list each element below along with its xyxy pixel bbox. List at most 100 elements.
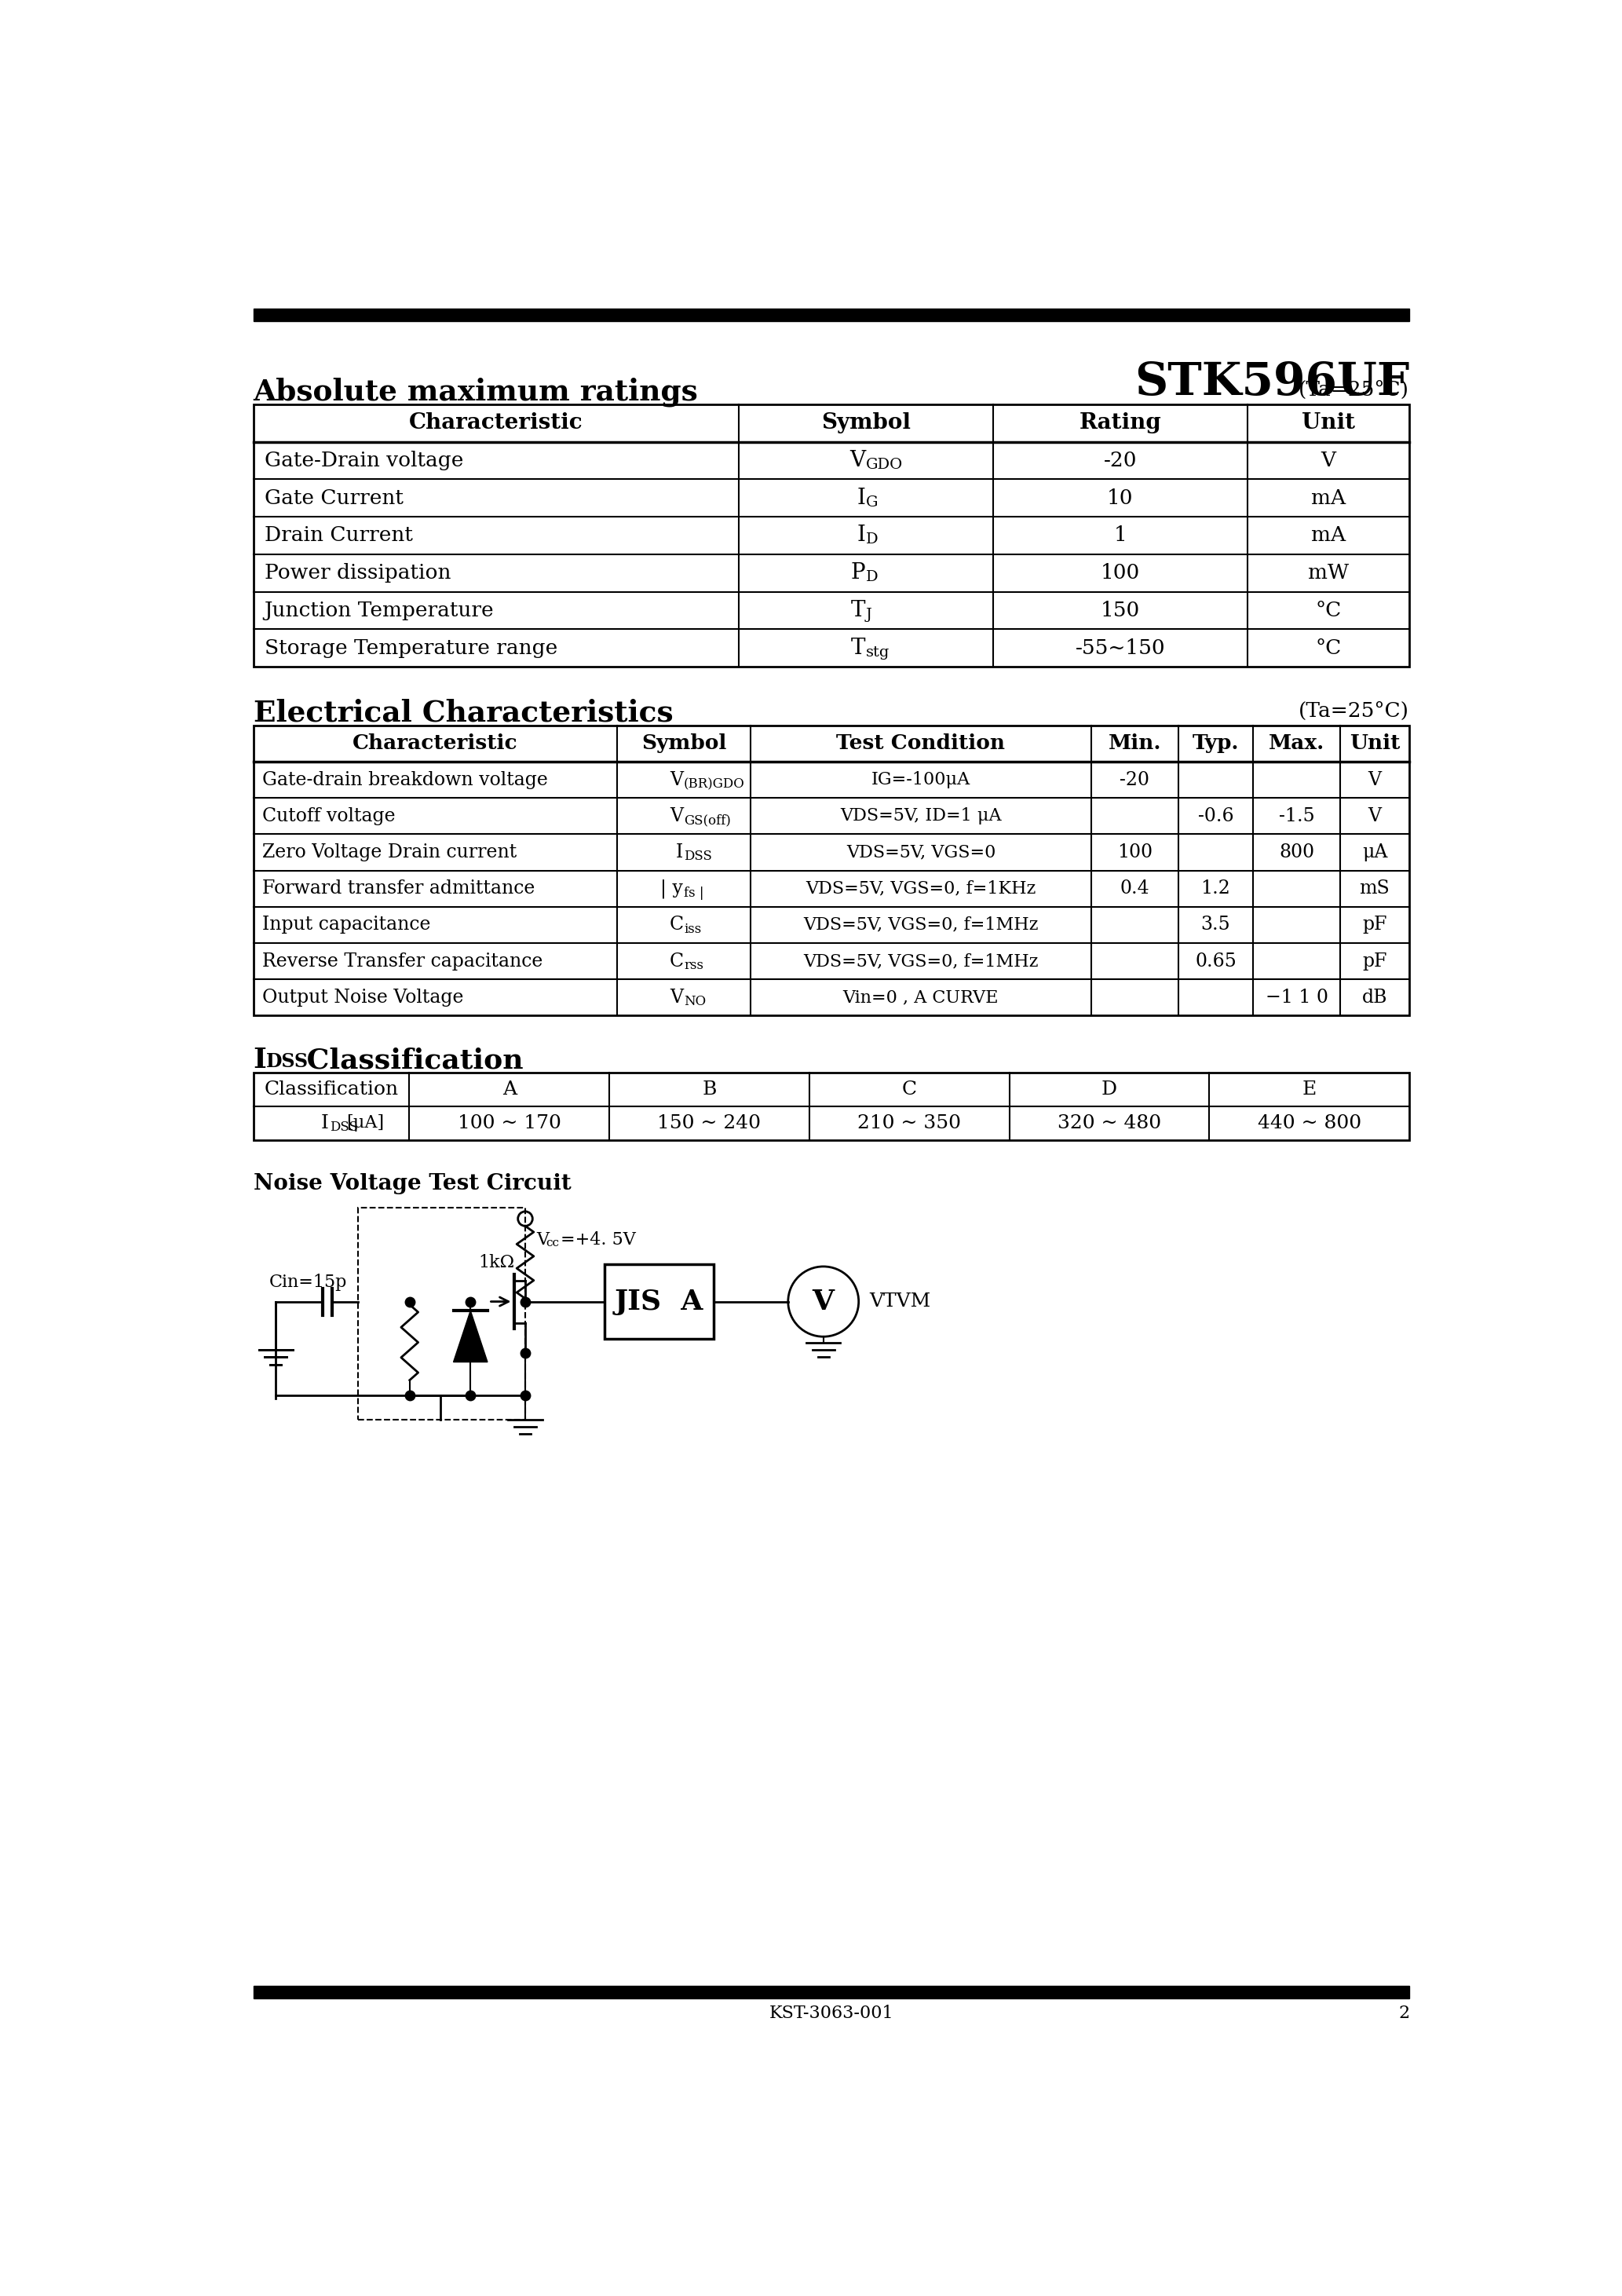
Text: I: I xyxy=(676,843,683,861)
Text: P: P xyxy=(850,563,866,583)
Text: VDS=5V, ID=1 μA: VDS=5V, ID=1 μA xyxy=(840,808,1001,824)
Text: T: T xyxy=(852,599,866,622)
Text: 0.65: 0.65 xyxy=(1195,953,1236,971)
Text: Min.: Min. xyxy=(1108,735,1161,753)
Text: 100: 100 xyxy=(1101,563,1140,583)
Text: Gate-Drain voltage: Gate-Drain voltage xyxy=(264,450,464,471)
Text: pF: pF xyxy=(1362,953,1387,971)
Text: fs |: fs | xyxy=(684,886,704,900)
Text: C: C xyxy=(668,916,683,934)
Text: G: G xyxy=(866,496,878,510)
Text: I: I xyxy=(253,1047,266,1075)
Text: I: I xyxy=(321,1114,328,1132)
Text: V: V xyxy=(1367,806,1382,824)
Text: rss: rss xyxy=(684,960,704,971)
Text: Classification: Classification xyxy=(297,1047,524,1075)
Bar xyxy=(253,1986,1410,1998)
Text: mW: mW xyxy=(1307,563,1350,583)
Text: 800: 800 xyxy=(1278,843,1314,861)
Text: B: B xyxy=(702,1081,717,1097)
Text: Noise Voltage Test Circuit: Noise Voltage Test Circuit xyxy=(253,1173,571,1194)
Text: 3.5: 3.5 xyxy=(1200,916,1231,934)
Text: A: A xyxy=(503,1081,516,1097)
Text: DSS: DSS xyxy=(266,1052,308,1070)
Text: Max.: Max. xyxy=(1268,735,1325,753)
Text: V: V xyxy=(670,806,683,824)
Text: Unit: Unit xyxy=(1302,413,1354,434)
Text: V: V xyxy=(850,450,866,471)
Text: -0.6: -0.6 xyxy=(1197,806,1234,824)
Text: °C: °C xyxy=(1315,602,1341,620)
Text: Output Noise Voltage: Output Noise Voltage xyxy=(263,987,464,1006)
Text: 150: 150 xyxy=(1101,602,1140,620)
Text: Classification: Classification xyxy=(264,1081,399,1097)
Text: Electrical Characteristics: Electrical Characteristics xyxy=(253,698,673,728)
Text: −1 1 0: −1 1 0 xyxy=(1265,987,1328,1006)
Text: | y: | y xyxy=(660,879,683,898)
Text: 1: 1 xyxy=(1114,526,1127,546)
Text: 440 ~ 800: 440 ~ 800 xyxy=(1257,1114,1361,1132)
Text: =+4. 5V: =+4. 5V xyxy=(561,1231,636,1249)
Text: Symbol: Symbol xyxy=(641,735,727,753)
Text: V: V xyxy=(1367,771,1382,790)
Text: Typ.: Typ. xyxy=(1192,735,1239,753)
Text: VDS=5V, VGS=0, f=1MHz: VDS=5V, VGS=0, f=1MHz xyxy=(803,916,1038,934)
Text: Drain Current: Drain Current xyxy=(264,526,412,546)
Text: STK596UF: STK596UF xyxy=(1134,360,1410,404)
Text: VDS=5V, VGS=0, f=1KHz: VDS=5V, VGS=0, f=1KHz xyxy=(806,879,1036,898)
Text: Gate-drain breakdown voltage: Gate-drain breakdown voltage xyxy=(263,771,548,790)
Text: °C: °C xyxy=(1315,638,1341,657)
Text: 10: 10 xyxy=(1108,489,1134,507)
Text: -55~150: -55~150 xyxy=(1075,638,1165,657)
Text: 0.4: 0.4 xyxy=(1119,879,1150,898)
Text: GS(off): GS(off) xyxy=(684,813,732,827)
Text: V: V xyxy=(1320,450,1337,471)
Bar xyxy=(253,1072,1410,1141)
Text: 100 ~ 170: 100 ~ 170 xyxy=(457,1114,561,1132)
Bar xyxy=(358,1208,526,1419)
Text: VDS=5V, VGS=0, f=1MHz: VDS=5V, VGS=0, f=1MHz xyxy=(803,953,1038,969)
Text: iss: iss xyxy=(684,923,701,937)
Text: 2: 2 xyxy=(1398,2004,1410,2023)
Text: Characteristic: Characteristic xyxy=(352,735,517,753)
Text: DSS: DSS xyxy=(329,1120,357,1134)
Text: T: T xyxy=(852,638,866,659)
Text: Storage Temperature range: Storage Temperature range xyxy=(264,638,558,657)
Text: μA: μA xyxy=(1362,843,1387,861)
Text: DSS: DSS xyxy=(684,850,712,863)
Text: GDO: GDO xyxy=(866,457,903,473)
Text: (Ta=25°C): (Ta=25°C) xyxy=(1299,381,1410,400)
Text: Test Condition: Test Condition xyxy=(837,735,1006,753)
Text: VTVM: VTVM xyxy=(869,1293,931,1311)
Text: stg: stg xyxy=(866,645,890,659)
Text: mA: mA xyxy=(1311,489,1346,507)
Text: C: C xyxy=(902,1081,916,1097)
Text: JIS  A: JIS A xyxy=(615,1288,704,1316)
Text: -1.5: -1.5 xyxy=(1278,806,1314,824)
Text: KST-3063-001: KST-3063-001 xyxy=(769,2004,894,2023)
Text: 210 ~ 350: 210 ~ 350 xyxy=(858,1114,962,1132)
Text: J: J xyxy=(866,608,873,622)
Text: Zero Voltage Drain current: Zero Voltage Drain current xyxy=(263,843,517,861)
Text: Rating: Rating xyxy=(1079,413,1161,434)
Text: Vin=0 , A CURVE: Vin=0 , A CURVE xyxy=(843,990,999,1006)
Text: Cin=15p: Cin=15p xyxy=(269,1274,347,1290)
Text: V: V xyxy=(813,1288,834,1316)
Text: cc: cc xyxy=(547,1238,560,1249)
Text: (Ta=25°C): (Ta=25°C) xyxy=(1299,700,1410,721)
Text: V: V xyxy=(670,987,683,1006)
Text: I: I xyxy=(856,526,866,546)
Text: 100: 100 xyxy=(1118,843,1153,861)
Text: NO: NO xyxy=(684,994,706,1008)
Text: (BR)GDO: (BR)GDO xyxy=(684,778,744,790)
Bar xyxy=(253,404,1410,666)
Text: Reverse Transfer capacitance: Reverse Transfer capacitance xyxy=(263,953,543,971)
Text: I: I xyxy=(856,487,866,510)
Text: Junction Temperature: Junction Temperature xyxy=(264,602,495,620)
Text: 150 ~ 240: 150 ~ 240 xyxy=(657,1114,761,1132)
Text: VDS=5V, VGS=0: VDS=5V, VGS=0 xyxy=(847,843,996,861)
Text: Cutoff voltage: Cutoff voltage xyxy=(263,806,396,824)
Text: -20: -20 xyxy=(1103,450,1137,471)
Text: C: C xyxy=(668,953,683,971)
Text: Characteristic: Characteristic xyxy=(409,413,582,434)
